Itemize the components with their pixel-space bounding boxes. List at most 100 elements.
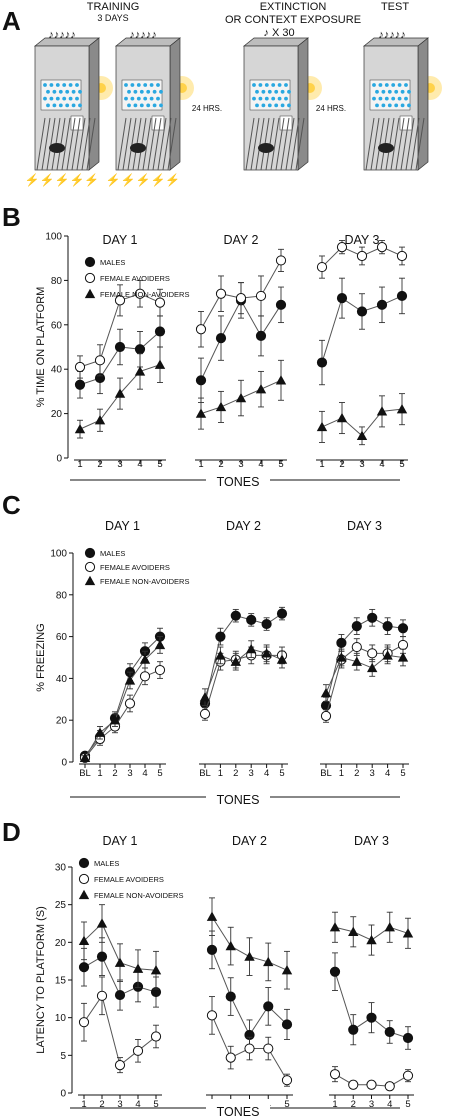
- legend-label: MALES: [100, 258, 125, 267]
- dot-icon: [139, 103, 144, 108]
- dot-icon: [71, 103, 76, 108]
- data-point: [320, 710, 332, 722]
- x-tick-label: BL: [199, 768, 211, 779]
- x-tick-label: 5: [284, 1099, 289, 1110]
- dot-icon: [146, 89, 151, 94]
- day-title: DAY 2: [224, 233, 259, 247]
- x-tick-label: 3: [370, 768, 375, 779]
- data-point: [78, 873, 90, 885]
- data-point: [281, 1075, 293, 1086]
- platform-icon: [70, 115, 84, 131]
- x-tick-label: 5: [399, 459, 404, 470]
- data-point: [78, 857, 90, 869]
- dot-icon: [264, 83, 269, 87]
- data-point: [225, 940, 236, 951]
- dot-icon: [397, 96, 402, 101]
- x-tick-label: 5: [157, 459, 162, 470]
- series-female-avoiders: [206, 996, 293, 1087]
- dot-icon: [62, 96, 67, 101]
- data-point: [336, 293, 348, 304]
- grid-floor-bar: [280, 117, 290, 171]
- series-males: [320, 608, 409, 715]
- x-tick-label: 4: [379, 459, 384, 470]
- x-tick-label: 5: [278, 459, 283, 470]
- x-tick-label: 5: [157, 768, 162, 779]
- series-female-avoiders: [79, 661, 166, 763]
- data-point: [336, 637, 347, 648]
- series-female-avoiders: [329, 1066, 414, 1092]
- grid-floor-bar: [390, 117, 400, 171]
- legend-label: FEMALE NON-AVOIDERS: [100, 577, 189, 586]
- chamber-top: [115, 37, 181, 47]
- legend-label: FEMALE AVOIDERS: [100, 563, 170, 572]
- x-tick-label: 3: [117, 1099, 122, 1110]
- y-tick-label: 20: [56, 716, 68, 727]
- dot-icon: [136, 96, 141, 101]
- data-point: [206, 1010, 218, 1021]
- data-point: [114, 989, 126, 1001]
- data-point: [382, 650, 393, 660]
- series-males: [199, 606, 288, 711]
- data-point: [230, 610, 241, 621]
- extinction-title-line2: OR CONTEXT EXPOSURE: [225, 14, 361, 26]
- dot-icon: [384, 96, 389, 101]
- x-tick-label: 2: [233, 768, 238, 779]
- y-axis-label: % TIME ON PLATFORM: [35, 287, 47, 408]
- dot-icon: [407, 89, 411, 94]
- dot-icon: [404, 96, 408, 101]
- y-tick-label: 0: [60, 1089, 66, 1100]
- panel-b-letter: B: [2, 202, 21, 232]
- data-point: [281, 965, 293, 975]
- data-point: [316, 261, 328, 273]
- dot-icon: [387, 89, 392, 94]
- dot-icon: [378, 83, 383, 87]
- x-axis-label: TONES: [217, 1105, 260, 1117]
- dot-icon: [127, 103, 131, 108]
- day-title: DAY 3: [345, 233, 380, 247]
- x-tick-label: 2: [339, 459, 344, 470]
- data-point: [329, 966, 341, 977]
- grid-floor-bar: [370, 117, 380, 171]
- data-point: [396, 403, 408, 414]
- data-point: [348, 1024, 359, 1035]
- data-point: [215, 288, 227, 299]
- x-tick-label: 3: [117, 459, 122, 470]
- dot-icon: [124, 83, 128, 87]
- platform-icon: [151, 115, 165, 131]
- data-point: [397, 652, 409, 662]
- dot-icon: [133, 89, 138, 94]
- series-female-non-avoiders: [329, 911, 414, 956]
- dot-icon: [143, 96, 148, 101]
- grid-floor-bar: [76, 117, 86, 171]
- data-point: [124, 675, 136, 685]
- dot-icon: [397, 83, 402, 87]
- data-point: [96, 990, 108, 1001]
- data-point: [114, 1060, 126, 1071]
- data-point: [246, 643, 257, 654]
- y-tick-label: 100: [50, 549, 67, 560]
- data-point: [376, 242, 388, 253]
- data-point: [276, 608, 288, 619]
- dot-icon: [271, 96, 276, 101]
- series-female-avoiders: [195, 248, 287, 348]
- platform-icon: [279, 115, 293, 131]
- grid-floor-bar: [270, 117, 280, 171]
- dot-icon: [252, 96, 256, 101]
- day-subplot: DAY 2 BL 1 2 3 4 5: [199, 519, 288, 779]
- data-point: [255, 383, 267, 394]
- dot-icon: [267, 103, 272, 108]
- x-tick-label: 1: [198, 459, 203, 470]
- x-tick-label: 2: [351, 1099, 356, 1110]
- data-point: [366, 934, 377, 945]
- data-point: [348, 1079, 359, 1090]
- platform-icon: [399, 115, 413, 131]
- data-point: [154, 639, 166, 650]
- day-subplot: DAY 3 1 2 3 4 5: [316, 233, 408, 470]
- dot-icon: [55, 83, 60, 87]
- grid-floor-bar: [152, 117, 162, 171]
- dot-icon: [394, 103, 399, 108]
- grid-floor-bar: [295, 117, 305, 171]
- dot-icon: [378, 96, 383, 101]
- legend-label: FEMALE AVOIDERS: [94, 875, 164, 884]
